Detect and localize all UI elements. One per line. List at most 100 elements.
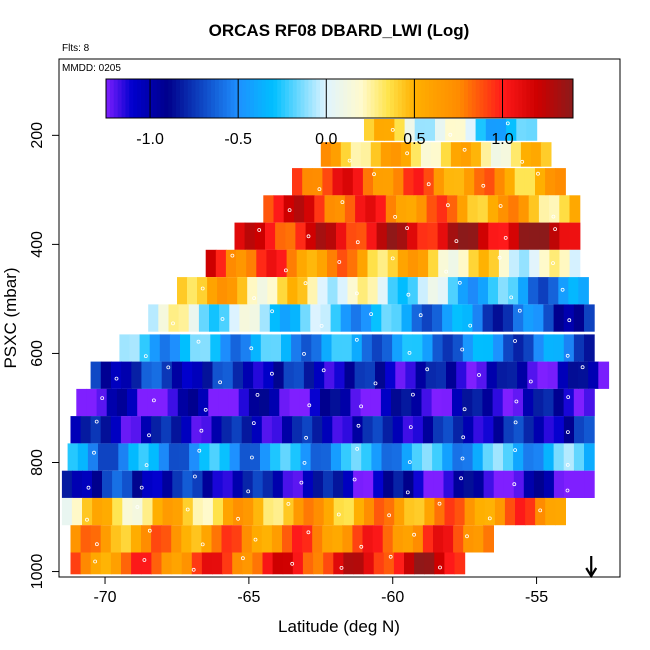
track-point [461,435,466,440]
colorbar-segment [312,79,317,118]
heatmap-cell [407,222,418,250]
track-point [355,240,360,245]
heatmap-cell [432,443,443,471]
heatmap-cell [402,525,414,553]
heatmap-cell [90,552,102,575]
heatmap-cell [300,304,311,332]
heatmap-cell [231,525,243,553]
heatmap-cell [200,334,211,362]
heatmap-cell [377,249,389,278]
y-tick-label: 400 [29,231,46,258]
heatmap-cell [422,525,434,553]
flight-track-points [85,121,585,572]
heatmap-cell [111,361,122,389]
heatmap-cell [573,388,585,417]
heatmap-cell [120,416,132,444]
heatmap-cell [508,277,519,305]
colorbar-segment [440,79,446,118]
heatmap-cell [211,525,223,553]
heatmap-cell [222,552,233,575]
heatmap-cell [452,388,463,417]
heatmap-cell [342,168,354,196]
heatmap-cell [493,334,504,362]
heatmap-cell [122,497,133,526]
heatmap-cell [452,443,464,471]
chart-title: ORCAS RF08 DBARD_LWI (Log) [209,21,470,40]
colorbar-segment [109,79,115,118]
heatmap-cell [270,334,282,362]
colorbar-segment [545,79,551,118]
heatmap-cell [209,304,220,332]
heatmap-cell [523,388,534,417]
track-point [191,567,196,572]
heatmap-cell [262,470,274,498]
heatmap-cell [252,552,264,575]
heatmap-cell [232,470,244,498]
track-point [445,203,450,208]
colorbar-segment [557,79,562,118]
heatmap-cell [148,443,160,471]
colorbar-segment [273,79,278,118]
heatmap-cell [404,497,415,526]
heatmap-cell [312,470,324,498]
track-point [356,423,361,428]
heatmap-cell [344,195,356,223]
heatmap-cell [76,388,88,417]
colorbar-segment [409,79,414,118]
heatmap-cell [130,525,142,553]
heatmap-cell [220,334,232,362]
heatmap-cell [341,334,353,362]
colorbar-segment [522,79,527,118]
track-point [220,317,225,321]
heatmap-cell [472,443,484,471]
heatmap-cell [383,552,395,575]
colorbar-segment [156,79,161,118]
heatmap-cell [380,142,392,167]
heatmap-cell [504,168,516,196]
track-point [437,501,442,506]
heatmap-cell [293,361,305,389]
colorbar-segment [491,79,496,118]
heatmap-cell [357,277,369,305]
heatmap-cell [510,142,522,167]
heatmap-cell [486,361,498,389]
heatmap-cell [223,497,234,526]
heatmap-cell [412,416,424,444]
heatmap-cell [442,334,454,362]
track-point [236,516,241,521]
heatmap-cell [453,525,464,553]
heatmap-cell [543,470,555,498]
heatmap-cell [467,195,479,223]
heatmap-cell [421,388,433,417]
x-axis-label: Latitude (deg N) [278,617,400,636]
colorbar-tick-label: 1.0 [491,131,513,148]
heatmap-cell [508,195,520,223]
heatmap-cell [523,470,535,498]
heatmap-cell [240,334,252,362]
heatmap-cell [553,416,565,444]
colorbar-segment [246,79,251,118]
track-point [287,208,292,213]
heatmap-cell [141,361,153,389]
heatmap-cell [401,388,412,417]
heatmap-cell [243,361,254,389]
heatmap-cell [360,142,372,167]
track-point [454,239,459,244]
heatmap-cell [435,119,446,141]
heatmap-cell [507,361,518,389]
heatmap-cell [370,142,382,167]
track-point [459,476,464,481]
track-point [566,395,571,400]
heatmap-cell [424,552,435,575]
heatmap-cell [503,334,514,362]
heatmap-cell [248,388,260,417]
heatmap-cell [131,552,142,575]
track-point [565,462,570,467]
heatmap-cell [404,552,415,575]
heatmap-cell [374,119,385,141]
heatmap-cell [352,525,364,553]
heatmap-cell [488,249,500,278]
heatmap-cell [201,552,213,575]
heatmap-cell [538,277,549,305]
heatmap-cell [302,552,314,575]
